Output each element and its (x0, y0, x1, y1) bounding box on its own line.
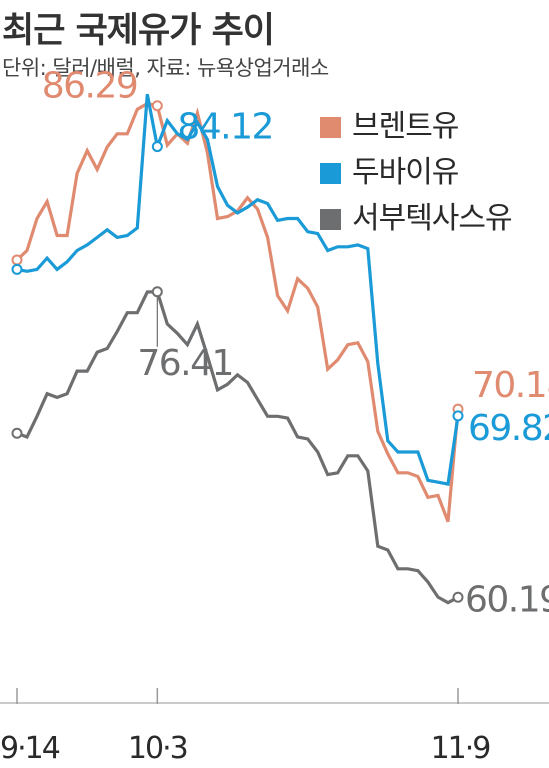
x-ticks: 9·14 10·3 11·9 (0, 688, 491, 766)
peak-label-dubai: 84.12 (177, 107, 273, 148)
legend-label-wti: 서부텍사스유 (352, 201, 513, 236)
series-point-brent-0 (11, 254, 23, 266)
x-tick-label-1: 10·3 (128, 731, 187, 766)
series-point-wti-0 (11, 427, 23, 439)
series-point-dubai-1 (151, 141, 163, 153)
legend-label-dubai: 두바이유 (352, 155, 459, 190)
legend-swatch-wti (320, 209, 341, 230)
legend-label-brent: 브렌트유 (352, 109, 459, 144)
series-labels: 86.29 70.18 84.12 69.82 76.41 60.19 (42, 66, 549, 621)
end-label-wti: 60.19 (465, 579, 549, 620)
series-point-brent-1 (151, 100, 163, 112)
legend-swatch-dubai (320, 163, 341, 184)
chart-title: 최근 국제유가 추이 (2, 11, 275, 51)
chart-subtitle: 단위: 달러/배럴, 자료: 뉴욕상업거래소 (2, 56, 329, 80)
series-line-dubai (16, 93, 460, 486)
end-label-brent: 70.18 (472, 365, 549, 406)
legend-swatch-brent (320, 117, 341, 138)
series-points (11, 100, 464, 603)
peak-label-brent: 86.29 (42, 66, 138, 107)
x-tick-label-2: 11·9 (431, 731, 490, 766)
series-point-dubai-0 (11, 263, 23, 275)
series-lines (15, 93, 460, 605)
end-label-dubai: 69.82 (468, 408, 549, 449)
series-line-wti (16, 290, 459, 605)
series-point-wti-1 (151, 286, 163, 298)
series-point-wti-2 (452, 591, 464, 603)
peak-label-wti: 76.41 (137, 343, 233, 384)
x-tick-label-0: 9·14 (0, 731, 60, 766)
series-point-dubai-2 (452, 410, 464, 422)
